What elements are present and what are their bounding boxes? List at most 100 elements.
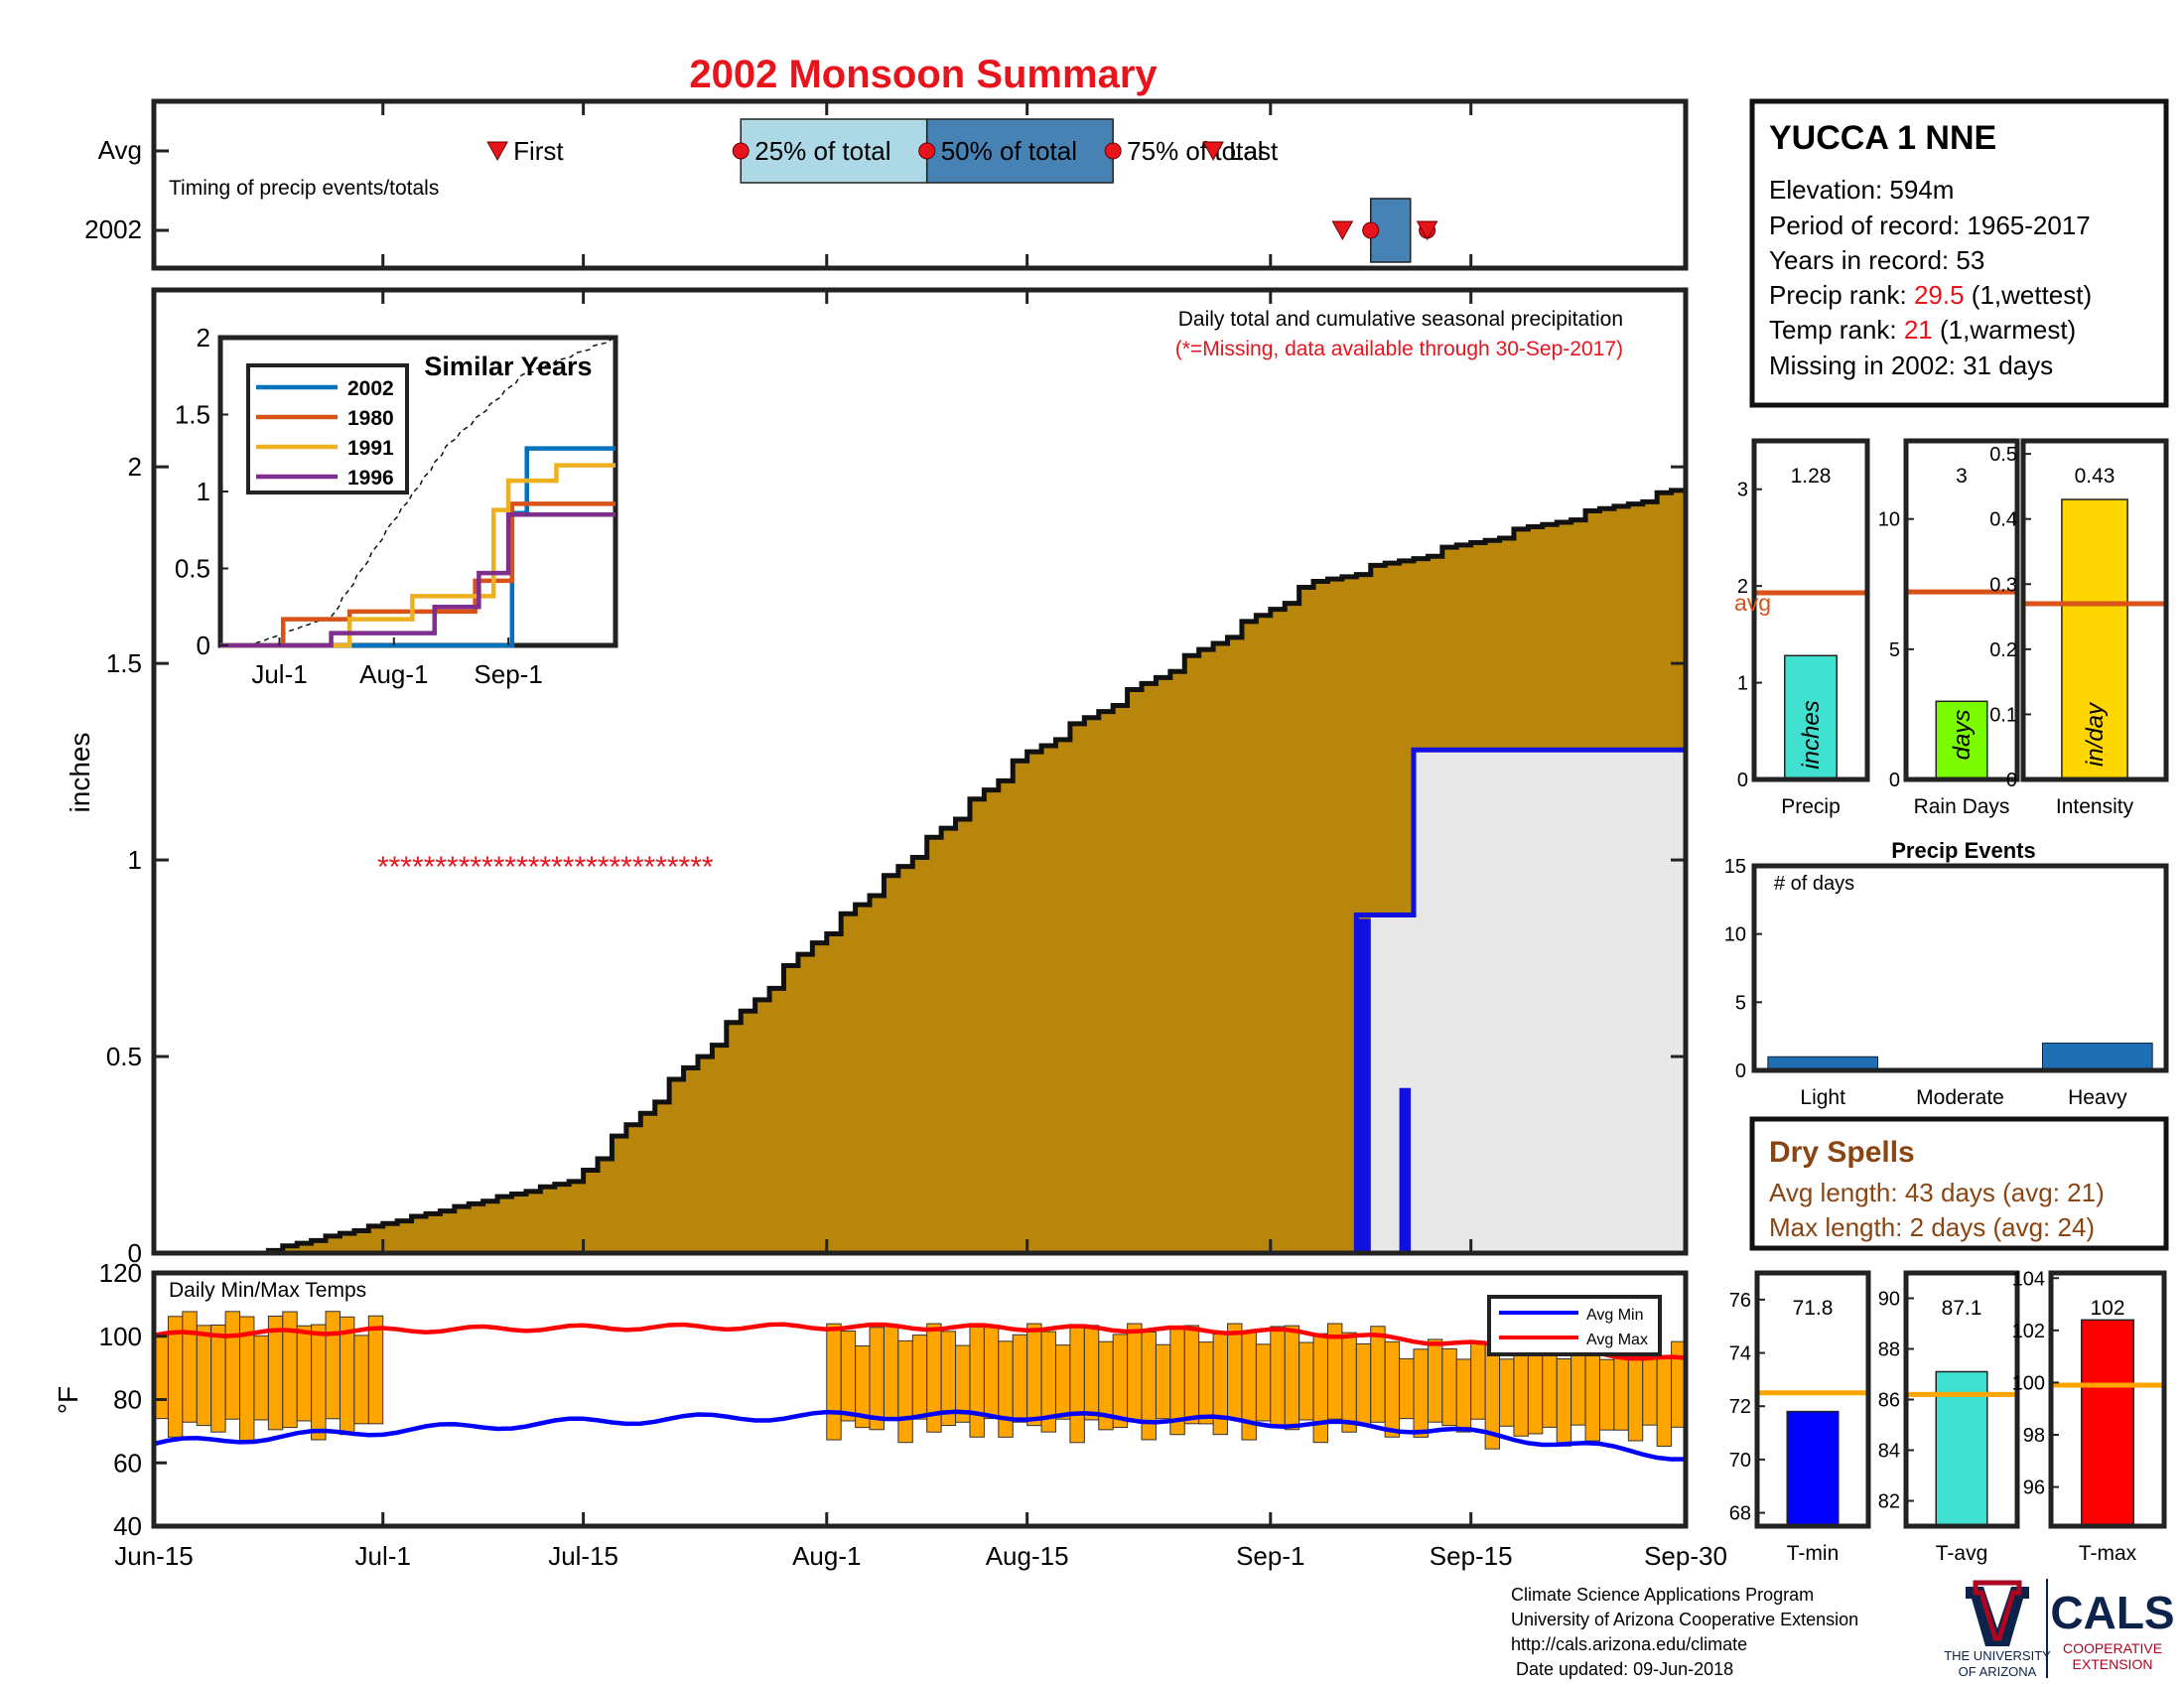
- date-xtick-label: Sep-1: [1236, 1541, 1304, 1571]
- footer-line3: http://cals.arizona.edu/climate: [1511, 1634, 1747, 1654]
- temp-summary-panels: 68 70 72 74 76 71.8 T-min 82 84 86 88 90 87.1 T-avg 96…: [1729, 1268, 2167, 1565]
- timing-avg-q50-marker: [918, 142, 936, 160]
- dry-title: Dry Spells: [1769, 1136, 1915, 1169]
- date-xtick-label: Aug-1: [792, 1541, 861, 1571]
- tmax-ytick-label: 100: [2012, 1372, 2045, 1394]
- events-xlabel: Light: [1800, 1086, 1845, 1109]
- intensity-ytick-label: 0: [2006, 770, 2017, 791]
- daily-temp-bar: [1370, 1326, 1386, 1423]
- events-ytick-label: 0: [1735, 1060, 1746, 1082]
- precip-ytick-label: 1.5: [106, 648, 142, 678]
- daily-temp-bar: [883, 1325, 899, 1421]
- raindays-ytick-label: 0: [1889, 770, 1900, 791]
- inset-legend-label: 1980: [347, 407, 394, 430]
- tmin-ytick-label: 70: [1729, 1450, 1751, 1472]
- daily-temp-bar: [1054, 1344, 1071, 1420]
- timing-avg-first-marker: [486, 141, 508, 162]
- station-precip-rank: Precip rank: 29.5 (1,wettest): [1769, 280, 2092, 310]
- intensity-ytick-label: 0.5: [1989, 444, 2017, 466]
- timing-avg-q25-marker: [732, 142, 750, 160]
- timing-panel: Avg 2002 Timing of precip events/totals …: [84, 98, 1689, 271]
- daily-temp-bar: [1556, 1357, 1572, 1447]
- timing-first-label: First: [513, 136, 564, 166]
- station-name: YUCCA 1 NNE: [1769, 119, 1996, 157]
- tmax-ytick-label: 104: [2012, 1268, 2045, 1290]
- precip-axes-frame: [1751, 438, 1870, 782]
- missing-marker: *****************************: [377, 851, 714, 884]
- inset-legend-label: 1996: [347, 467, 394, 490]
- intensity-xlabel: Intensity: [2056, 795, 2134, 818]
- tmin-ytick-label: 68: [1729, 1503, 1751, 1525]
- tmax-value: 102: [2090, 1297, 2124, 1320]
- raindays-xlabel: Rain Days: [1914, 795, 2010, 818]
- intensity-axes-frame: [2020, 438, 2169, 782]
- tavg-ytick-label: 84: [1878, 1441, 1900, 1463]
- timing-year-last-marker: [1416, 220, 1438, 241]
- timing-q25-label: 25% of total: [754, 136, 890, 166]
- intensity-bar: [2061, 498, 2128, 780]
- timing-year-label: 2002: [84, 214, 142, 244]
- timing-avg-q50-q75-box: [925, 118, 1114, 184]
- temp-ytick-label: 80: [113, 1385, 142, 1415]
- precip-bar: [1784, 654, 1838, 780]
- precip-panel: 0 0.5 1 1.5 2 Daily total and cumulative sea…: [65, 287, 1689, 1268]
- daily-temp-bar: [1441, 1347, 1457, 1427]
- daily-temp-bar: [1355, 1342, 1372, 1427]
- timing-year-q25-marker: [1362, 221, 1380, 239]
- tmin-bar: [1786, 1410, 1840, 1527]
- temp-caption: Daily Min/Max Temps: [169, 1279, 366, 1302]
- daily-temp-bar: [1642, 1348, 1658, 1426]
- tmin-ytick-label: 72: [1729, 1396, 1751, 1418]
- events-xlabel: Moderate: [1916, 1086, 2004, 1109]
- ua-a-inner-icon: [1973, 1580, 2022, 1641]
- daily-temp-bar: [1227, 1323, 1243, 1420]
- tmin-ytick-label: 76: [1729, 1290, 1751, 1312]
- timing-avg-last-marker: [1202, 141, 1224, 162]
- daily-temp-bar: [1384, 1340, 1401, 1438]
- precip-value: 1.28: [1791, 465, 1832, 488]
- temp-ytick-label: 60: [113, 1448, 142, 1477]
- tavg-ytick-label: 90: [1878, 1289, 1900, 1311]
- avg-min-line: [153, 1409, 1687, 1462]
- date-xtick-label: Jun-15: [114, 1541, 194, 1571]
- cals-wordmark: CALS: [2050, 1587, 2174, 1638]
- tavg-ytick-label: 88: [1878, 1339, 1900, 1361]
- daily-temp-bar: [1155, 1343, 1171, 1420]
- tavg-ytick-label: 82: [1878, 1491, 1900, 1513]
- inset-ytick-label: 1: [197, 477, 210, 506]
- precip-legend-line2: (*=Missing, data available through 30-Se…: [1175, 338, 1623, 360]
- daily-temp-bar: [1298, 1341, 1314, 1421]
- precip-ytick-label: 3: [1737, 480, 1748, 501]
- dry-spells-box: Dry Spells Avg length: 43 days (avg: 21)…: [1749, 1116, 2169, 1251]
- events-xlabel: Heavy: [2068, 1086, 2127, 1109]
- tmax-xlabel: T-max: [2079, 1542, 2137, 1565]
- raindays-axes-frame: [1903, 438, 2020, 782]
- tmax-bar: [2081, 1319, 2134, 1527]
- temp-axes-frame: [151, 1270, 1689, 1529]
- inset-ytick-label: 1.5: [175, 400, 210, 430]
- inset-ytick-label: 0.5: [175, 554, 210, 584]
- events-ylabel: # of days: [1774, 873, 1854, 895]
- daily-temp-bar: [367, 1315, 384, 1425]
- daily-temp-bar: [911, 1335, 928, 1420]
- temp-ytick-label: 100: [99, 1322, 142, 1351]
- station-box-frame: [1749, 98, 2169, 408]
- temp-ytick-label: 40: [113, 1511, 142, 1541]
- tmin-value: 71.8: [1793, 1297, 1834, 1320]
- temp-legend: Avg Min Avg Max: [1487, 1295, 1662, 1356]
- cals-coop2: EXTENSION: [2073, 1656, 2153, 1672]
- daily-temp-bar: [1470, 1341, 1486, 1420]
- events-axes-bg: [1754, 866, 2166, 1070]
- avg-cumulative-outline: [154, 488, 1686, 1256]
- daily-temp-bar: [1112, 1334, 1129, 1429]
- daily-temp-bar: [1312, 1333, 1328, 1444]
- tmax-ytick-label: 98: [2023, 1425, 2045, 1447]
- station-period: Period of record: 1965-2017: [1769, 211, 2091, 240]
- intensity-value: 0.43: [2075, 465, 2116, 488]
- raindays-unit-label: days: [1949, 710, 1976, 761]
- tmin-axes-frame: [1754, 1270, 1871, 1529]
- similar-years-inset: 0 0.5 1 1.5 2 Jul-1 Aug-1 Sep-1 Similar Years 200…: [175, 323, 618, 689]
- temp-ylabel: °F: [53, 1386, 83, 1414]
- date-xtick-label: Sep-15: [1430, 1541, 1513, 1571]
- dry-max-length: Max length: 2 days (avg: 24): [1769, 1212, 2095, 1242]
